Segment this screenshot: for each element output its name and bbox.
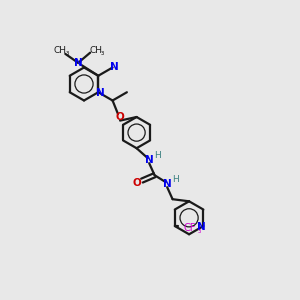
- Text: H: H: [172, 176, 179, 184]
- Text: N: N: [163, 178, 172, 189]
- Text: H: H: [154, 152, 161, 160]
- Text: N: N: [110, 62, 118, 73]
- Text: N: N: [74, 58, 82, 68]
- Text: ₃: ₃: [101, 48, 104, 57]
- Text: CF: CF: [184, 224, 196, 233]
- Text: ₃: ₃: [65, 48, 68, 57]
- Text: O: O: [116, 112, 124, 122]
- Text: CH: CH: [53, 46, 66, 55]
- Text: ₃: ₃: [198, 226, 201, 235]
- Text: N: N: [197, 222, 206, 232]
- Text: O: O: [132, 178, 141, 188]
- Text: N: N: [96, 88, 105, 98]
- Text: CH: CH: [89, 46, 102, 55]
- Text: N: N: [145, 154, 154, 165]
